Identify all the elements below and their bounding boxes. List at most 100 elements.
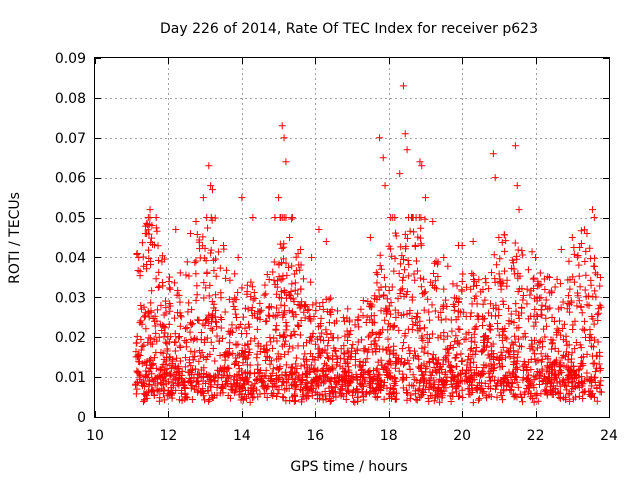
- data-point: [405, 344, 413, 352]
- data-point: [322, 370, 330, 378]
- data-point: [207, 383, 215, 391]
- data-point: [514, 287, 522, 295]
- data-point: [387, 214, 395, 222]
- data-point: [457, 350, 465, 358]
- data-point: [221, 308, 229, 316]
- data-point: [433, 260, 441, 268]
- data-point: [144, 226, 152, 234]
- data-point: [162, 338, 170, 346]
- data-point: [427, 382, 435, 390]
- data-point: [201, 244, 209, 252]
- data-point: [316, 373, 324, 381]
- data-point: [261, 281, 269, 289]
- data-point: [204, 387, 212, 395]
- data-point: [536, 269, 544, 277]
- data-point: [308, 253, 316, 261]
- data-point: [216, 264, 224, 272]
- data-point: [222, 266, 230, 274]
- data-point: [400, 292, 408, 300]
- x-tick-label: 10: [86, 428, 104, 444]
- data-point: [136, 373, 144, 381]
- data-point: [269, 365, 277, 373]
- data-point: [363, 355, 371, 363]
- data-point: [520, 292, 528, 300]
- data-point: [138, 239, 146, 247]
- data-point: [170, 364, 178, 372]
- data-point: [143, 265, 151, 273]
- y-axis-label: ROTI / TECUs: [7, 192, 23, 284]
- data-point: [354, 338, 362, 346]
- data-point: [344, 363, 352, 371]
- data-point: [548, 369, 556, 377]
- data-point: [381, 182, 389, 190]
- data-point: [262, 318, 270, 326]
- data-point: [540, 325, 548, 333]
- data-point: [542, 314, 550, 322]
- data-point: [495, 270, 503, 278]
- data-point: [201, 316, 209, 324]
- data-point: [282, 318, 290, 326]
- data-point: [391, 364, 399, 372]
- data-point: [329, 364, 337, 372]
- data-point: [566, 397, 574, 405]
- data-point: [157, 367, 165, 375]
- data-point: [321, 346, 329, 354]
- data-point: [353, 345, 361, 353]
- data-point: [184, 308, 192, 316]
- data-point: [380, 379, 388, 387]
- data-point: [284, 375, 292, 383]
- data-point: [192, 296, 200, 304]
- data-point: [361, 345, 369, 353]
- data-point: [497, 285, 505, 293]
- data-point: [274, 390, 282, 398]
- data-point: [344, 372, 352, 380]
- data-point: [524, 371, 532, 379]
- data-point: [391, 382, 399, 390]
- data-point: [454, 325, 462, 333]
- data-point: [373, 279, 381, 287]
- data-point: [254, 313, 262, 321]
- data-point: [590, 359, 598, 367]
- data-point: [430, 364, 438, 372]
- data-point: [457, 369, 465, 377]
- data-point: [289, 295, 297, 303]
- data-point: [375, 286, 383, 294]
- data-point: [336, 354, 344, 362]
- data-point: [454, 298, 462, 306]
- data-point: [544, 373, 552, 381]
- data-point: [588, 390, 596, 398]
- data-point: [501, 333, 509, 341]
- data-point: [203, 268, 211, 276]
- data-point: [405, 272, 413, 280]
- data-point: [526, 377, 534, 385]
- data-point: [473, 312, 481, 320]
- data-point: [431, 283, 439, 291]
- data-point: [157, 374, 165, 382]
- data-point: [591, 368, 599, 376]
- data-point: [154, 379, 162, 387]
- data-point: [363, 313, 371, 321]
- data-point: [548, 340, 556, 348]
- data-point: [272, 376, 280, 384]
- data-point: [407, 391, 415, 399]
- data-point: [521, 388, 529, 396]
- data-point: [492, 301, 500, 309]
- data-point: [359, 312, 367, 320]
- data-point: [219, 335, 227, 343]
- data-point: [472, 323, 480, 331]
- data-point: [582, 293, 590, 301]
- data-point: [160, 311, 168, 319]
- data-point: [469, 399, 477, 407]
- data-point: [518, 343, 526, 351]
- data-point: [220, 241, 227, 249]
- data-point: [231, 359, 239, 367]
- data-point: [529, 381, 537, 389]
- data-point: [406, 227, 414, 235]
- data-point: [217, 383, 225, 391]
- data-point: [194, 387, 202, 395]
- data-point: [204, 224, 212, 232]
- data-point: [565, 257, 573, 265]
- data-point: [207, 182, 215, 190]
- data-point: [515, 324, 523, 332]
- data-point: [156, 320, 164, 328]
